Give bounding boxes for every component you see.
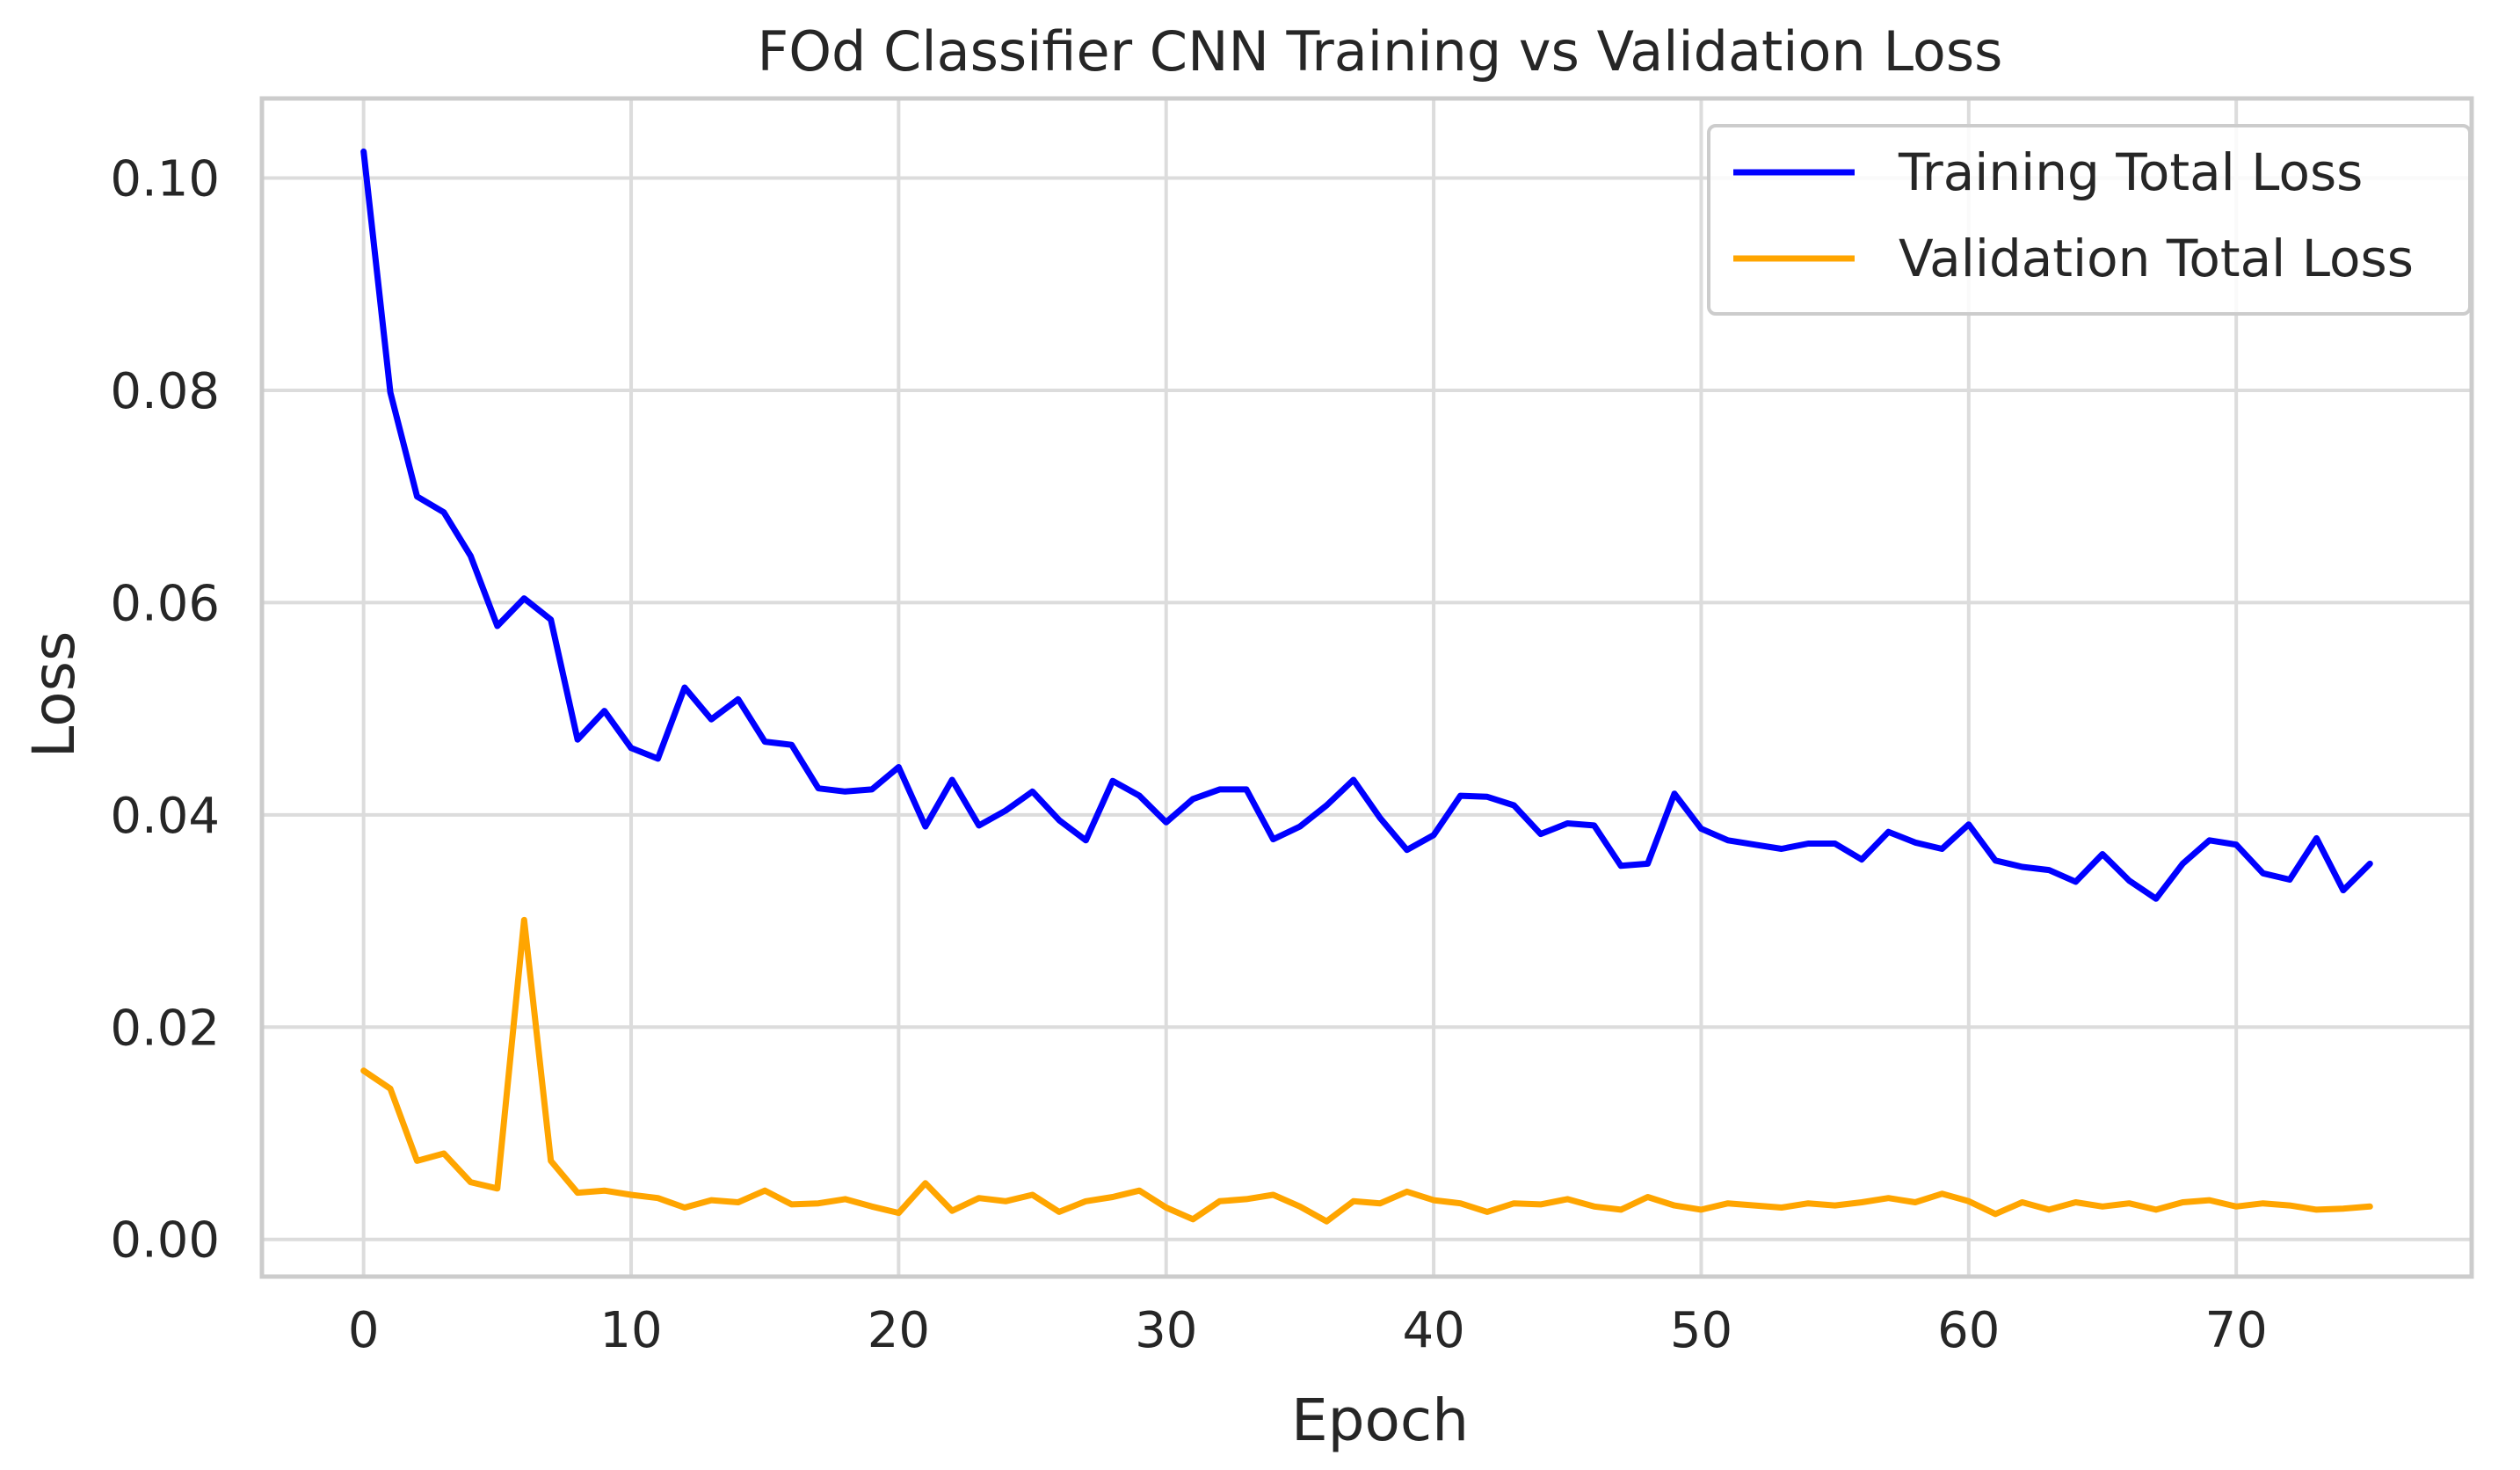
x-tick-label: 20 bbox=[868, 1302, 930, 1359]
y-axis-label: Loss bbox=[20, 631, 88, 759]
x-tick-labels: 0 10 20 30 40 50 60 70 bbox=[348, 1302, 2268, 1359]
x-tick-label: 0 bbox=[348, 1302, 380, 1359]
legend: Training Total Loss Validation Total Los… bbox=[1707, 124, 2472, 316]
y-tick-labels: 0.00 0.02 0.04 0.06 0.08 0.10 bbox=[110, 151, 220, 1270]
y-tick-label: 0.06 bbox=[110, 575, 220, 632]
legend-label-validation: Validation Total Loss bbox=[1899, 229, 2414, 288]
series-lines bbox=[360, 148, 2373, 1225]
y-tick-label: 0.10 bbox=[110, 151, 220, 208]
training-loss-line bbox=[360, 148, 2373, 902]
plot-frame bbox=[259, 96, 2474, 1279]
y-tick-label: 0.04 bbox=[110, 788, 220, 845]
x-tick-label: 40 bbox=[1402, 1302, 1464, 1359]
x-tick-label: 30 bbox=[1135, 1302, 1197, 1359]
x-tick-label: 50 bbox=[1670, 1302, 1732, 1359]
y-tick-label: 0.02 bbox=[110, 1000, 220, 1057]
chart-title: FOd Classifier CNN Training vs Validatio… bbox=[758, 19, 2003, 84]
legend-label-training: Training Total Loss bbox=[1898, 142, 2363, 202]
x-axis-label: Epoch bbox=[1291, 1386, 1469, 1454]
x-tick-label: 70 bbox=[2205, 1302, 2268, 1359]
y-tick-label: 0.00 bbox=[110, 1212, 220, 1270]
x-tick-label: 10 bbox=[599, 1302, 662, 1359]
validation-loss-line bbox=[360, 916, 2373, 1225]
x-tick-label: 60 bbox=[1937, 1302, 2000, 1359]
y-tick-label: 0.08 bbox=[110, 363, 220, 420]
legend-box bbox=[1707, 124, 2472, 316]
